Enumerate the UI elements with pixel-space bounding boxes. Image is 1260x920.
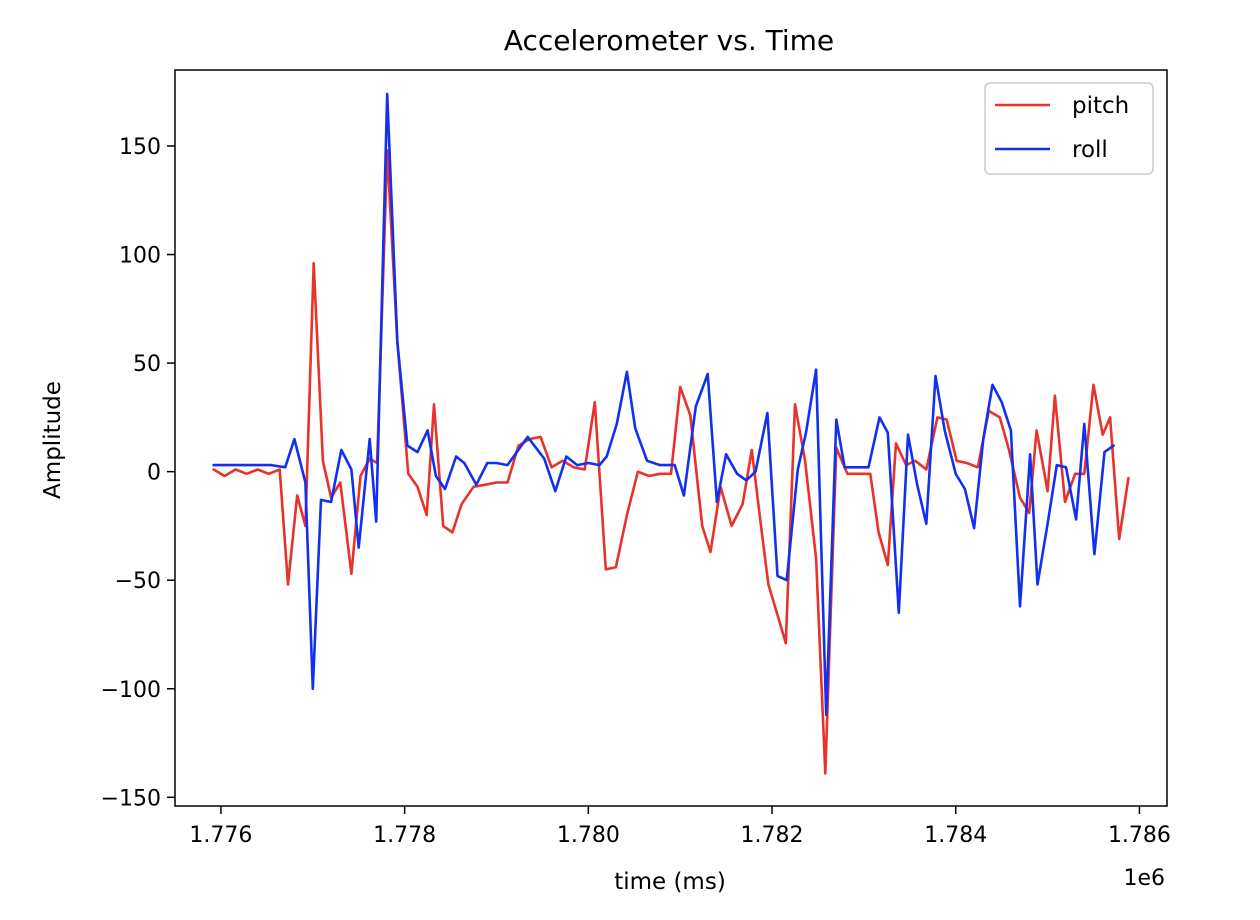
x-tick-label: 1.778 (373, 823, 436, 848)
x-axis-offset-label: 1e6 (1123, 866, 1165, 891)
series-line-roll (212, 92, 1115, 717)
plot-frame (174, 69, 1168, 807)
y-tick-label: −150 (101, 786, 161, 811)
x-tick-label: 1.784 (924, 823, 987, 848)
plot-lines (212, 92, 1130, 775)
legend-label-roll: roll (1072, 137, 1108, 163)
y-axis-ticks: 150 100 50 0 −50 −100 −150 (101, 135, 175, 811)
legend: pitch roll (984, 82, 1154, 175)
chart-title: Accelerometer vs. Time (504, 24, 834, 57)
legend-entries: pitch roll (995, 93, 1129, 163)
x-tick-label: 1.776 (189, 823, 252, 848)
x-tick-label: 1.786 (1108, 823, 1171, 848)
y-tick-label: −100 (101, 678, 161, 703)
y-tick-label: 150 (119, 135, 161, 160)
x-tick-label: 1.780 (557, 823, 620, 848)
y-tick-label: 0 (147, 461, 161, 486)
y-axis-label: Amplitude (40, 381, 66, 499)
y-tick-label: 50 (133, 352, 161, 377)
x-axis-ticks: 1.776 1.778 1.780 1.782 1.784 1.786 (189, 806, 1171, 848)
x-axis-label: time (ms) (614, 869, 726, 895)
y-tick-label: 100 (119, 244, 161, 269)
x-tick-label: 1.782 (741, 823, 804, 848)
legend-label-pitch: pitch (1072, 93, 1129, 119)
y-tick-label: −50 (115, 569, 161, 594)
